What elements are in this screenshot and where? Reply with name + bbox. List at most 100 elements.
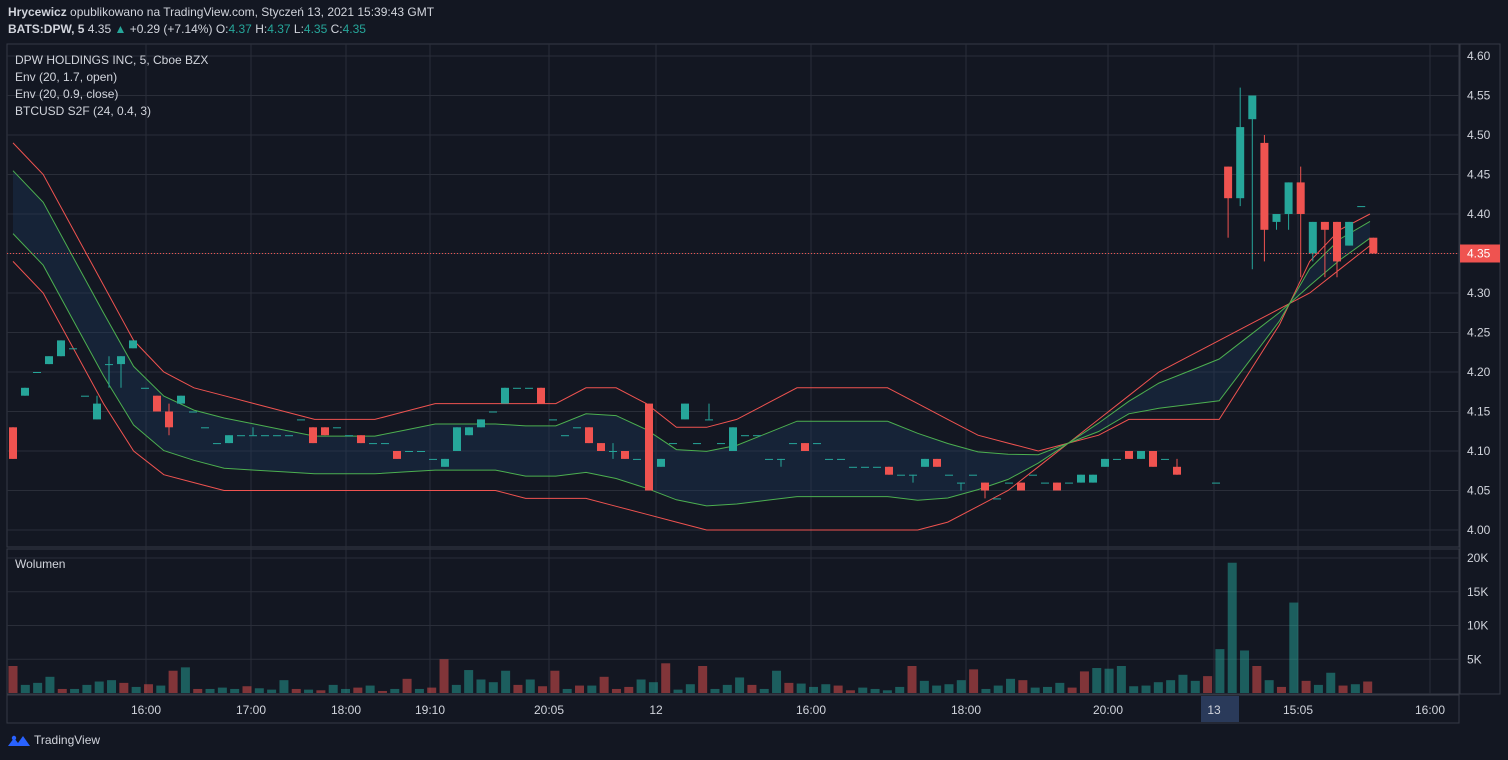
candle-body: [981, 482, 989, 491]
close-label: C:: [330, 22, 343, 36]
candle-body: [441, 458, 449, 467]
candle-body: [33, 372, 41, 373]
candle-body: [333, 427, 341, 429]
candle-body: [825, 458, 833, 460]
candle-body: [1029, 474, 1037, 476]
y-tick-label: 4.50: [1467, 128, 1491, 142]
volume-bar: [476, 679, 486, 693]
candle-body: [1224, 166, 1233, 199]
candle-body: [501, 387, 509, 404]
candle-body: [573, 427, 581, 429]
volume-bar: [464, 670, 474, 693]
volume-bar: [353, 687, 363, 693]
open-label: O:: [215, 22, 229, 36]
volume-bar: [550, 670, 560, 693]
x-axis-labels: 16:00 17:00 18:00 19:10 20:05 12 16:00 18:00 20:…: [131, 696, 1445, 722]
volume-bar: [279, 680, 289, 693]
volume-bar: [82, 684, 92, 693]
volume-bar: [1141, 685, 1151, 693]
candle-body: [381, 443, 389, 445]
indicator-env-close[interactable]: Env (20, 0.9, close): [15, 87, 119, 101]
volume-bar: [414, 688, 424, 693]
candle-body: [213, 443, 221, 445]
candle-body: [93, 403, 101, 420]
candle-body: [513, 387, 521, 389]
candle-body: [1137, 451, 1145, 459]
volume-bar: [267, 689, 277, 693]
volume-tick-label: 15K: [1467, 585, 1488, 599]
candle-body: [669, 443, 677, 445]
candle-body: [453, 427, 461, 451]
candle-body: [621, 451, 629, 459]
volume-bar: [513, 684, 523, 693]
volume-bar: [808, 686, 818, 693]
volume-bar: [1116, 666, 1126, 693]
volume-bar: [932, 685, 942, 693]
volume-bar: [1030, 687, 1040, 693]
volume-bar: [501, 670, 511, 693]
candle-body: [9, 427, 17, 459]
volume-bar: [611, 688, 621, 693]
candle-body: [921, 458, 929, 467]
x-tick-label: 20:05: [534, 703, 564, 717]
price-scale[interactable]: [1459, 43, 1501, 695]
envelope-inner-upper: [12, 170, 1371, 456]
main-pane[interactable]: [6, 43, 1460, 548]
volume-bar: [439, 659, 449, 693]
candle-body: [141, 387, 149, 389]
published-text: opublikowano na TradingView.com, Styczeń…: [70, 5, 435, 19]
candle-body: [561, 435, 569, 437]
candle-body: [1053, 482, 1061, 491]
tradingview-logo-icon: [8, 735, 30, 746]
candle-body: [285, 435, 293, 437]
volume-bar: [1240, 650, 1250, 693]
price-chart[interactable]: 4.60 4.55 4.50 4.45 4.40 4.35 4.30 4.25 4.20 4.15…: [0, 0, 1508, 724]
price-change: +0.29 (+7.14%): [129, 22, 213, 36]
volume-title[interactable]: Wolumen: [15, 557, 66, 571]
author-name[interactable]: Hrycewicz: [8, 5, 67, 19]
volume-bar: [205, 688, 215, 693]
candle-body: [405, 451, 413, 452]
open-value: 4.37: [228, 22, 252, 36]
volume-bar: [1350, 684, 1360, 693]
volume-bar: [1092, 668, 1102, 693]
candle-body: [597, 443, 605, 451]
volume-series: [8, 562, 1373, 693]
candle-body: [1149, 451, 1157, 467]
symbol-label[interactable]: BATS:DPW, 5: [8, 22, 85, 36]
volume-bar: [94, 681, 104, 693]
candle-body: [357, 435, 365, 444]
volume-tick-label: 5K: [1467, 652, 1482, 666]
volume-bar: [722, 684, 732, 693]
volume-bar: [1215, 649, 1225, 693]
candle-body: [1077, 474, 1085, 483]
candle-body: [897, 474, 905, 476]
volume-bar: [168, 670, 178, 693]
volume-bar: [230, 688, 240, 693]
tradingview-logo[interactable]: TradingView: [8, 733, 100, 748]
candle-body: [1357, 206, 1366, 208]
volume-bar: [1190, 680, 1200, 693]
volume-bar: [1301, 680, 1311, 693]
candle-body: [273, 435, 281, 437]
volume-bar: [784, 682, 794, 693]
indicator-s2f[interactable]: BTCUSD S2F (24, 0.4, 3): [15, 104, 152, 118]
candle-body: [1017, 482, 1025, 491]
grid-lines: [7, 44, 1459, 694]
y-tick-label: 4.20: [1467, 365, 1491, 379]
candle-body: [789, 443, 797, 445]
time-scale[interactable]: [6, 694, 1460, 724]
volume-bar: [1227, 562, 1237, 693]
chart-title[interactable]: DPW HOLDINGS INC, 5, Cboe BZX: [15, 53, 209, 67]
volume-bar: [636, 679, 646, 693]
y-tick-label: 4.40: [1467, 207, 1491, 221]
candlestick-series: [9, 87, 1378, 500]
indicator-env-open[interactable]: Env (20, 1.7, open): [15, 70, 118, 84]
candle-body: [1161, 458, 1169, 460]
candle-body: [777, 458, 785, 460]
candle-body: [681, 403, 689, 420]
volume-bar: [562, 688, 572, 693]
candle-body: [57, 340, 65, 357]
volume-bar: [341, 688, 351, 693]
volume-bar: [1289, 602, 1299, 693]
